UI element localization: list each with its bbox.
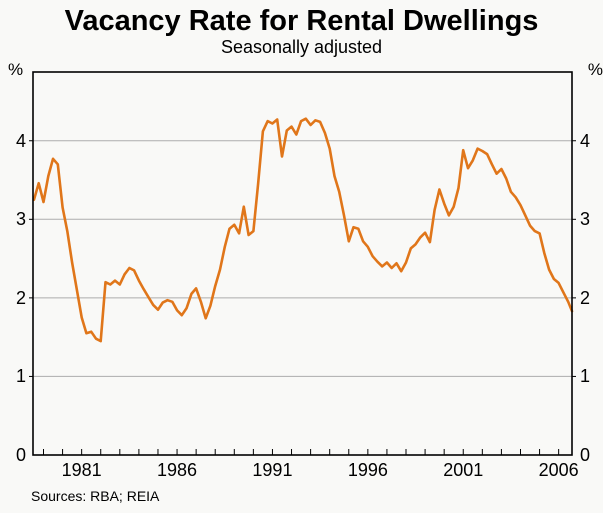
y-tick-label-right: 0 bbox=[580, 445, 591, 465]
y-tick-label-right: 2 bbox=[580, 287, 591, 308]
x-tick-label: 1991 bbox=[252, 460, 293, 480]
x-tick-label: 2006 bbox=[538, 460, 579, 480]
x-tick-label: 1996 bbox=[347, 460, 388, 480]
source-note: Sources: RBA; REIA bbox=[31, 488, 160, 504]
data-line bbox=[32, 117, 574, 343]
y-tick-label-left: 4 bbox=[15, 130, 26, 151]
chart-subtitle: Seasonally adjusted bbox=[220, 37, 383, 57]
y-tick-label-right: 1 bbox=[580, 366, 591, 387]
x-tick-label: 2001 bbox=[443, 460, 484, 480]
y-tick-label-right: 3 bbox=[580, 209, 591, 230]
y-tick-label-left: 3 bbox=[15, 209, 26, 230]
x-tick-label: 1986 bbox=[157, 460, 198, 480]
y-tick-label-left: 1 bbox=[15, 366, 26, 387]
y-axis-unit-right: % bbox=[587, 60, 603, 79]
y-tick-label-left: 0 bbox=[15, 445, 26, 465]
y-tick-label-right: 4 bbox=[580, 130, 591, 151]
x-tick-label: 1981 bbox=[61, 460, 102, 480]
y-axis-unit-left: % bbox=[8, 60, 24, 79]
plot-border bbox=[32, 71, 573, 456]
chart-title: Vacancy Rate for Rental Dwellings bbox=[64, 5, 539, 37]
y-tick-label-left: 2 bbox=[15, 287, 26, 308]
